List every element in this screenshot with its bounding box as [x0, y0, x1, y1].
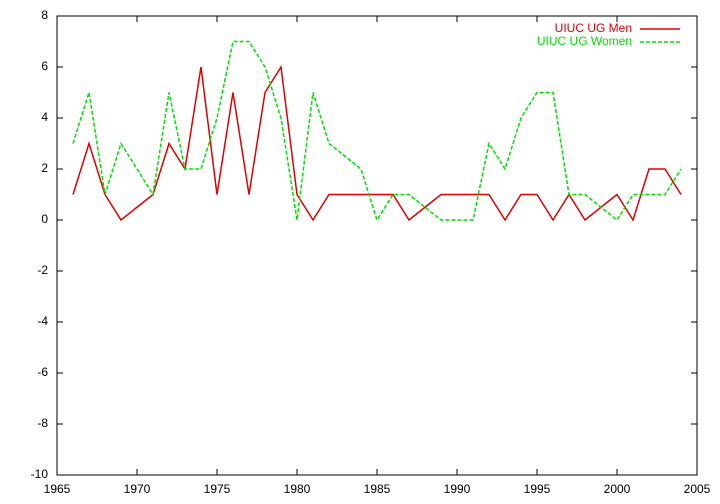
y-tick-label: 4	[41, 110, 48, 124]
series-line	[72, 40, 682, 222]
y-tick-label: 0	[41, 212, 48, 226]
y-tick-label: -2	[37, 263, 48, 277]
plot-border	[56, 15, 698, 476]
y-tick-label: 8	[41, 8, 48, 22]
x-tick-label: 2000	[604, 482, 631, 496]
x-tick-label: 1965	[44, 482, 71, 496]
x-tick-label: 1995	[524, 482, 551, 496]
x-tick-label: 1980	[284, 482, 311, 496]
legend-label: UIUC UG Men	[555, 21, 632, 35]
y-tick-label: -10	[31, 467, 49, 481]
y-tick-label: -8	[37, 416, 48, 430]
x-tick-label: 2005	[684, 482, 711, 496]
y-tick-label: -6	[37, 365, 48, 379]
x-tick-label: 1985	[364, 482, 391, 496]
x-tick-label: 1970	[124, 482, 151, 496]
x-tick-label: 1990	[444, 482, 471, 496]
y-tick-label: 6	[41, 59, 48, 73]
x-tick-label: 1975	[204, 482, 231, 496]
series-line	[72, 64, 682, 222]
y-tick-label: -4	[37, 314, 48, 328]
y-tick-label: 2	[41, 161, 48, 175]
legend-label: UIUC UG Women	[537, 34, 632, 48]
